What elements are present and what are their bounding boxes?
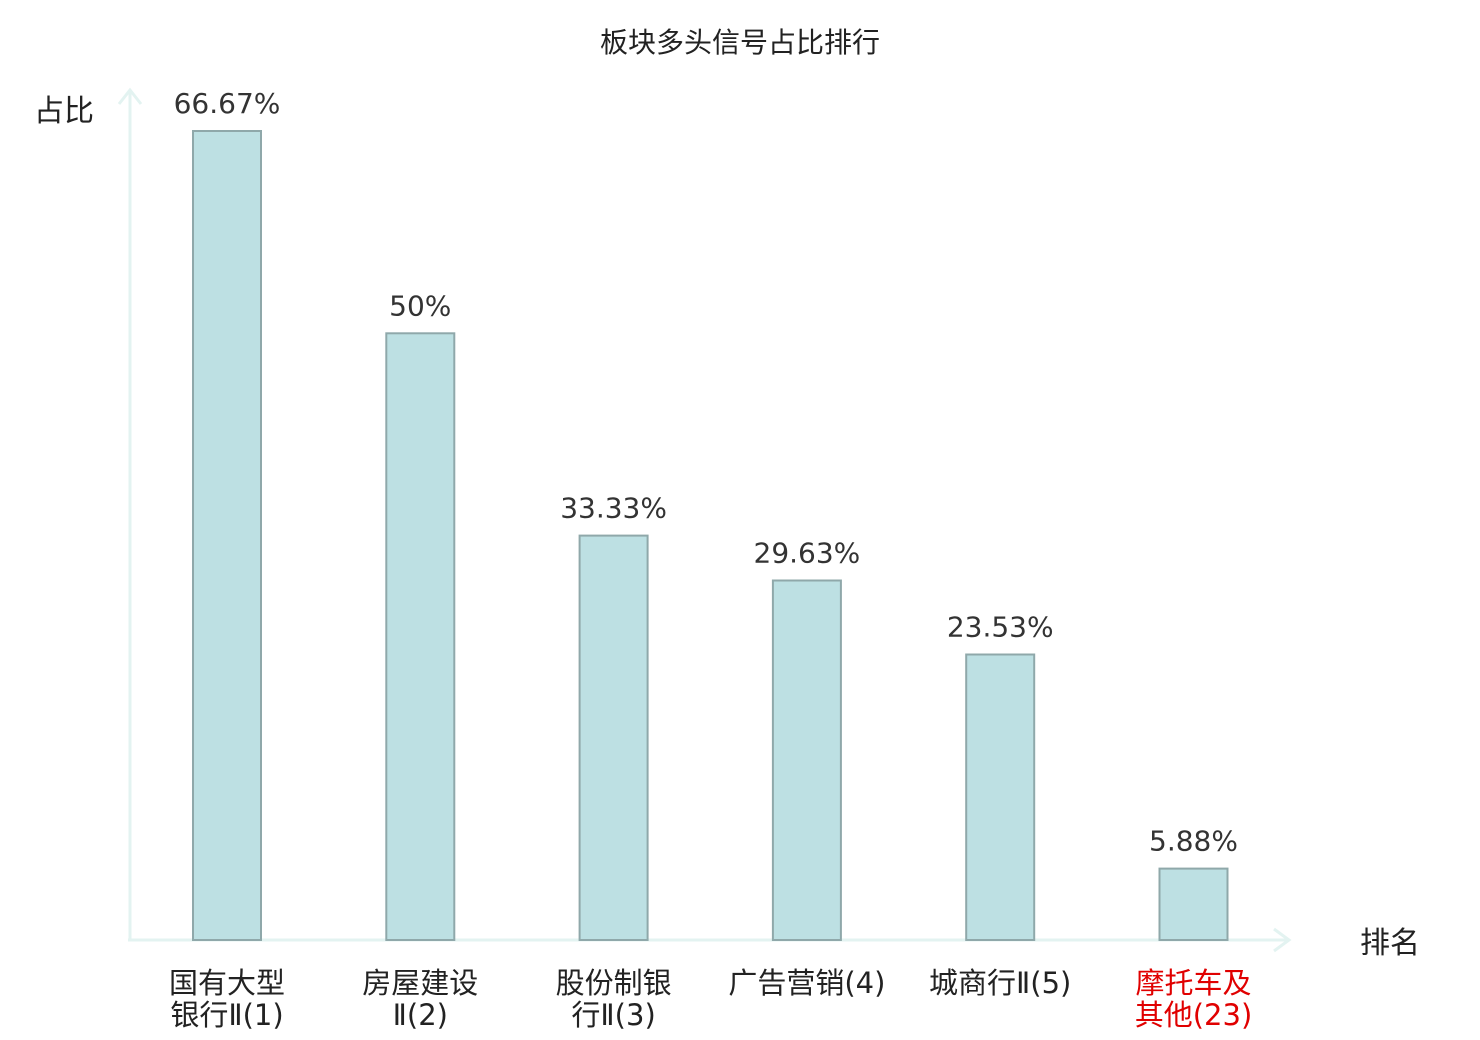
value-label-2: 50%: [389, 289, 451, 322]
bar-3: [578, 534, 649, 941]
category-label-4-line-1: 广告营销(4): [728, 966, 885, 1000]
category-label-2-line-1: 房屋建设: [362, 966, 478, 1000]
value-label-5: 23.53%: [947, 611, 1054, 644]
bar-1: [192, 130, 262, 941]
bar-4: [771, 579, 842, 941]
value-label-6: 5.88%: [1149, 825, 1238, 858]
value-label-1: 66.67%: [174, 87, 281, 120]
category-label-3-line-2: 行Ⅱ(3): [571, 998, 655, 1032]
category-label-6-line-2: 其他(23): [1135, 998, 1253, 1032]
value-labels: 66.67% 50% 33.33% 29.63% 23.53% 5.88%: [174, 87, 1238, 858]
category-label-3-line-1: 股份制银: [556, 966, 672, 1000]
category-label-5-line-1: 城商行Ⅱ(5): [929, 966, 1071, 1000]
category-label-1-line-1: 国有大型: [169, 966, 285, 1000]
bar-6: [1158, 867, 1229, 941]
x-axis-arrow: [1273, 927, 1292, 953]
value-label-3: 33.33%: [560, 492, 667, 525]
axes: [117, 87, 1292, 953]
category-label-2-line-2: Ⅱ(2): [393, 998, 448, 1032]
y-axis-title: 占比: [34, 94, 94, 129]
category-label-1-line-2: 银行Ⅱ(1): [170, 998, 283, 1032]
bar-2: [385, 332, 456, 941]
chart-title: 板块多头信号占比排行: [600, 26, 880, 59]
y-axis-arrow: [117, 87, 143, 105]
category-label-6-line-1: 摩托车及: [1135, 966, 1251, 1000]
bar-5: [965, 653, 1036, 941]
bars: [192, 130, 1229, 941]
x-axis-title: 排名: [1360, 926, 1420, 961]
value-label-4: 29.63%: [754, 537, 861, 570]
